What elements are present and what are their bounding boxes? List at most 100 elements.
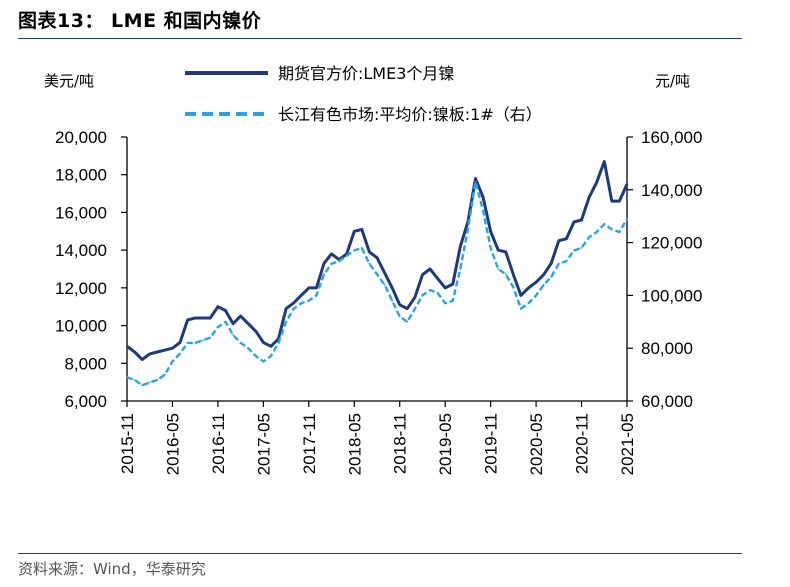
- left-tick-label: 10,000: [55, 317, 107, 336]
- data-point-lme: [444, 287, 447, 289]
- right-tick-label: 60,000: [641, 392, 693, 411]
- data-point-changjiang: [239, 342, 242, 344]
- data-point-lme: [156, 351, 159, 353]
- series-line-changjiang: [126, 180, 629, 387]
- data-point-changjiang: [512, 286, 515, 289]
- data-point-changjiang: [626, 217, 628, 220]
- data-point-changjiang: [171, 360, 174, 363]
- data-point-changjiang: [565, 260, 568, 262]
- data-point-changjiang: [504, 273, 507, 276]
- data-point-lme: [414, 296, 416, 299]
- left-tick-label: 8,000: [64, 354, 107, 373]
- data-point-lme: [580, 219, 583, 221]
- data-point-lme: [406, 307, 409, 310]
- right-unit-label: 元/吨: [655, 72, 690, 90]
- axes-layer: 6,000 8,000 10,000 12,000 14,000 16,000 18,000…: [55, 128, 702, 475]
- data-point-lme: [133, 351, 136, 353]
- data-point-changjiang: [535, 294, 537, 297]
- right-tick-label: 100,000: [641, 286, 702, 305]
- data-point-lme: [618, 200, 621, 203]
- data-point-changjiang: [148, 381, 151, 384]
- data-point-lme: [383, 271, 386, 274]
- data-point-lme: [573, 221, 575, 223]
- data-point-changjiang: [542, 283, 545, 286]
- right-tick-label: 120,000: [641, 234, 702, 253]
- data-point-changjiang: [497, 268, 500, 270]
- data-point-changjiang: [270, 355, 272, 357]
- data-point-changjiang: [376, 273, 378, 276]
- data-point-changjiang: [391, 299, 394, 302]
- data-point-lme: [489, 230, 492, 233]
- data-point-lme: [285, 307, 287, 310]
- data-point-lme: [179, 341, 181, 344]
- right-tick-label: 80,000: [641, 339, 693, 358]
- x-tick-label: 2016-05: [163, 413, 182, 475]
- data-point-lme: [148, 353, 151, 355]
- data-point-changjiang: [421, 294, 424, 297]
- data-point-changjiang: [345, 254, 348, 257]
- data-point-changjiang: [330, 262, 333, 265]
- data-point-changjiang: [224, 320, 227, 323]
- data-point-lme: [565, 237, 568, 240]
- data-point-lme: [474, 177, 477, 180]
- data-point-changjiang: [164, 373, 166, 376]
- data-point-lme: [421, 273, 424, 276]
- series-layer: [126, 160, 629, 387]
- data-point-changjiang: [588, 236, 590, 239]
- data-point-lme: [535, 281, 537, 284]
- data-point-lme: [292, 302, 295, 304]
- data-point-lme: [497, 249, 500, 252]
- data-point-changjiang: [520, 307, 522, 310]
- data-point-lme: [164, 349, 166, 351]
- data-point-changjiang: [307, 299, 310, 302]
- data-point-changjiang: [217, 326, 219, 328]
- data-point-changjiang: [194, 342, 197, 344]
- footer-rule: [18, 553, 742, 554]
- left-tick-label: 6,000: [64, 392, 107, 411]
- data-point-lme: [300, 294, 303, 297]
- right-tick-label: 140,000: [641, 181, 702, 200]
- left-tick-label: 12,000: [55, 279, 107, 298]
- data-point-lme: [262, 341, 265, 344]
- data-point-lme: [330, 253, 333, 255]
- x-tick-label: 2018-11: [391, 413, 410, 474]
- left-tick-label: 20,000: [55, 128, 107, 147]
- data-point-lme: [270, 345, 272, 348]
- data-point-lme: [239, 315, 242, 317]
- data-point-changjiang: [141, 384, 144, 387]
- data-point-changjiang: [133, 379, 136, 381]
- data-point-changjiang: [467, 228, 469, 231]
- data-point-lme: [186, 319, 189, 321]
- data-point-lme: [550, 262, 553, 265]
- data-point-lme: [323, 262, 325, 265]
- left-unit-label: 美元/吨: [44, 72, 94, 90]
- x-tick-label: 2019-11: [482, 413, 501, 474]
- x-tick-label: 2017-05: [254, 413, 273, 475]
- data-point-lme: [429, 268, 431, 270]
- data-point-lme: [141, 358, 144, 361]
- data-point-lme: [595, 181, 598, 184]
- data-point-changjiang: [527, 302, 530, 305]
- data-point-lme: [315, 287, 318, 289]
- data-point-changjiang: [338, 260, 340, 262]
- data-point-changjiang: [300, 302, 303, 305]
- data-point-changjiang: [254, 355, 257, 357]
- data-point-changjiang: [353, 249, 356, 252]
- data-point-changjiang: [247, 347, 250, 350]
- data-point-changjiang: [603, 223, 606, 226]
- legend: 期货官方价:LME3个月镍 长江有色市场:平均价:镍板:1#（右）: [185, 64, 542, 124]
- data-point-lme: [504, 251, 507, 253]
- data-point-lme: [512, 273, 515, 276]
- data-point-changjiang: [156, 379, 159, 381]
- data-point-lme: [557, 239, 560, 242]
- data-point-lme: [360, 228, 363, 231]
- data-point-changjiang: [262, 360, 265, 363]
- data-point-changjiang: [368, 262, 371, 265]
- data-point-lme: [307, 287, 310, 289]
- data-point-lme: [482, 196, 484, 199]
- left-tick-label: 16,000: [55, 203, 107, 222]
- legend-label-lme: 期货官方价:LME3个月镍: [278, 64, 454, 83]
- data-point-changjiang: [285, 320, 287, 323]
- data-point-changjiang: [315, 294, 318, 297]
